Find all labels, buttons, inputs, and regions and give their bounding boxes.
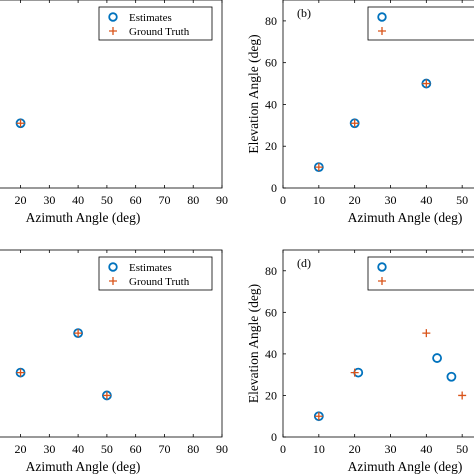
- legend-estimate-marker: [377, 262, 387, 272]
- legend: Estimates Ground Truth: [98, 256, 213, 291]
- y-tick-label: 40: [265, 347, 277, 361]
- panel-label: (b): [297, 6, 311, 20]
- legend: [367, 6, 474, 41]
- ground-truth-point: [16, 368, 25, 377]
- x-tick-label: 80: [187, 442, 199, 456]
- x-tick-label: 20: [349, 442, 361, 456]
- y-tick-label: 80: [265, 264, 277, 278]
- ground-truth-point: [422, 329, 431, 338]
- x-tick-label: 50: [101, 442, 113, 456]
- legend-box: [367, 256, 474, 291]
- ground-truth-point: [102, 391, 111, 400]
- x-tick-label: 70: [158, 193, 170, 207]
- x-tick-label: 80: [187, 193, 199, 207]
- x-axis-label: Azimuth Angle (deg): [26, 210, 141, 225]
- ground-truth-point: [16, 119, 25, 128]
- plot-frame: [0, 0, 223, 189]
- legend-label: Estimates: [129, 12, 172, 24]
- legend-box: [98, 6, 213, 41]
- estimate-point: [446, 371, 457, 382]
- ground-truth-point: [314, 163, 323, 172]
- x-tick-label: 30: [385, 442, 397, 456]
- panel-label: (d): [297, 256, 311, 270]
- y-tick-label: 20: [265, 139, 277, 153]
- ground-truth-point: [350, 368, 359, 377]
- y-tick-label: 60: [265, 305, 277, 319]
- ground-truth-point: [422, 79, 431, 88]
- legend-truth-marker: [109, 277, 117, 285]
- x-tick-label: 20: [15, 442, 27, 456]
- y-tick-label: 80: [265, 14, 277, 28]
- x-tick-label: 60: [130, 193, 142, 207]
- x-tick-label: 40: [72, 193, 84, 207]
- legend-truth-marker: [378, 277, 386, 285]
- y-tick-label: 0: [271, 181, 277, 195]
- x-tick-label: 10: [313, 442, 325, 456]
- plot-frame: [0, 249, 223, 438]
- y-tick-label: 60: [265, 56, 277, 70]
- y-tick-label: 40: [265, 97, 277, 111]
- chart-panel-1: 20 30 40 50 60 70 80 90 Azimuth Angle (deg) Estim…: [0, 0, 228, 225]
- x-tick-label: 90: [216, 193, 228, 207]
- chart-panel-3: 20 30 40 50 60 70 80 90 Azimuth Angle (deg) Estim…: [0, 249, 228, 474]
- x-tick-label: 30: [43, 193, 55, 207]
- ground-truth-point: [350, 119, 359, 128]
- x-tick-label: 60: [130, 442, 142, 456]
- x-tick-label: 20: [15, 193, 27, 207]
- x-tick-label: 0: [280, 442, 286, 456]
- legend: [367, 256, 474, 291]
- x-tick-label: 40: [420, 442, 432, 456]
- x-tick-label: 50: [456, 442, 468, 456]
- x-tick-label: 10: [313, 193, 325, 207]
- legend-truth-marker: [378, 27, 386, 35]
- x-axis-label: Azimuth Angle (deg): [348, 210, 463, 225]
- estimate-point: [432, 353, 442, 363]
- legend: Estimates Ground Truth: [98, 6, 213, 41]
- chart-panel-4: 0102030405060020406080Azimuth Angle (deg…: [246, 249, 474, 474]
- x-axis-label: Azimuth Angle (deg): [26, 459, 141, 474]
- legend-box: [367, 6, 474, 41]
- legend-box: [98, 256, 213, 291]
- x-tick-label: 90: [216, 442, 228, 456]
- legend-label: Ground Truth: [129, 26, 190, 38]
- legend-label: Estimates: [129, 262, 172, 274]
- x-tick-label: 0: [280, 193, 286, 207]
- x-tick-label: 30: [43, 442, 55, 456]
- y-tick-label: 0: [271, 430, 277, 444]
- x-tick-label: 40: [72, 442, 84, 456]
- x-tick-label: 50: [101, 193, 113, 207]
- legend-estimate-marker: [377, 12, 387, 22]
- legend-estimate-marker: [108, 12, 118, 22]
- y-axis-label: Elevation Angle (deg): [246, 284, 261, 403]
- legend-estimate-marker: [108, 262, 118, 272]
- x-tick-label: 20: [349, 193, 361, 207]
- legend-truth-marker: [109, 27, 117, 35]
- x-tick-label: 70: [158, 442, 170, 456]
- x-axis-label: Azimuth Angle (deg): [348, 459, 463, 474]
- x-tick-label: 40: [420, 193, 432, 207]
- y-axis-label: Elevation Angle (deg): [246, 34, 261, 153]
- x-tick-label: 50: [456, 193, 468, 207]
- x-tick-label: 30: [385, 193, 397, 207]
- chart-panel-2: 0102030405060020406080Azimuth Angle (deg…: [246, 0, 474, 225]
- legend-label: Ground Truth: [129, 276, 190, 288]
- y-tick-label: 20: [265, 388, 277, 402]
- ground-truth-point: [458, 391, 467, 400]
- ground-truth-point: [314, 412, 323, 421]
- ground-truth-point: [74, 329, 83, 338]
